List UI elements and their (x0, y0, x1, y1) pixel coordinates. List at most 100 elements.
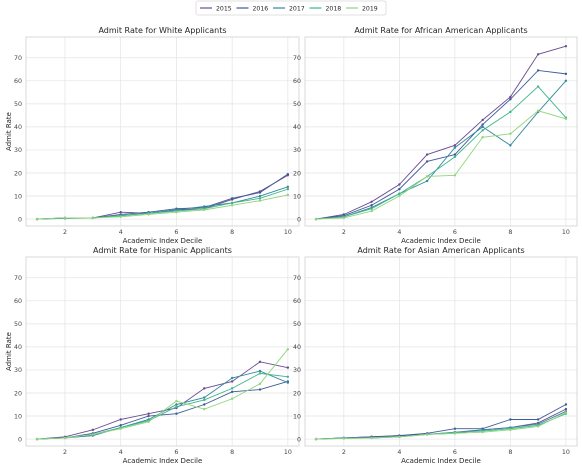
series-point-2015 (564, 407, 568, 411)
series-point-2019 (509, 428, 512, 432)
x-tick-label: 6 (174, 449, 178, 456)
y-tick-label: 30 (14, 367, 22, 374)
x-tick-label: 10 (284, 449, 292, 456)
series-point-2016 (481, 123, 484, 126)
y-tick-label: 0 (18, 436, 22, 443)
x-tick-label: 10 (562, 449, 570, 456)
series-point-2016 (230, 390, 234, 394)
panel-3: 0 10 20 30 40 50 60 70 2 4 6 8 10 Admit Rate for Hisp… (5, 246, 300, 465)
series-point-2019 (425, 433, 429, 436)
plot-frame (25, 256, 300, 447)
series-point-2019 (91, 216, 95, 220)
y-tick-label: 30 (14, 147, 22, 154)
series-point-2015 (286, 366, 290, 369)
series-point-2016 (564, 403, 568, 406)
y-tick-label: 30 (293, 147, 301, 154)
plot-area (26, 257, 299, 446)
y-tick-label: 40 (293, 124, 301, 131)
series-point-2018 (536, 85, 540, 88)
plot-area (305, 257, 577, 446)
series-point-2019 (258, 199, 262, 202)
series-point-2015 (230, 380, 234, 383)
series-point-2016 (119, 424, 122, 427)
series-point-2018 (230, 387, 234, 390)
series-point-2019 (564, 411, 568, 414)
series-point-2018 (175, 405, 178, 409)
series-point-2016 (258, 191, 262, 194)
series-point-2015 (91, 428, 95, 432)
series-point-2017 (286, 185, 290, 189)
series-point-2016 (425, 160, 429, 163)
x-tick-label: 4 (119, 229, 123, 236)
y-tick-label: 20 (14, 390, 22, 397)
legend-label-2015: 2015 (216, 6, 232, 13)
x-tick-label: 8 (230, 449, 234, 456)
y-tick-label: 70 (14, 275, 22, 282)
series-point-2019 (342, 216, 346, 220)
legend-box (195, 0, 387, 16)
y-tick-label: 20 (293, 390, 301, 397)
y-tick-label: 60 (293, 78, 301, 85)
y-axis-label: Admit Rate (5, 112, 13, 151)
y-tick-label: 0 (297, 436, 301, 443)
series-line-2019 (37, 194, 288, 220)
series-point-2019 (203, 407, 206, 411)
series-line-2018 (316, 85, 567, 220)
series-point-2016 (453, 427, 457, 430)
series-point-2015 (453, 144, 457, 147)
legend-label-2019: 2019 (362, 6, 378, 13)
series-point-2019 (91, 433, 95, 436)
series-point-2016 (258, 388, 262, 391)
series-line-2019 (316, 412, 567, 440)
series-line-2015 (316, 45, 567, 220)
series-point-2017 (286, 381, 290, 384)
series-point-2019 (425, 175, 429, 178)
series-point-2019 (230, 204, 234, 207)
series-point-2016 (536, 418, 540, 421)
series-point-2015 (481, 118, 484, 122)
series-point-2016 (509, 418, 512, 421)
x-tick-label: 6 (453, 449, 457, 456)
series-point-2018 (230, 201, 234, 205)
series-line-2017 (37, 370, 289, 440)
series-point-2015 (258, 360, 262, 364)
series-point-2019 (536, 425, 540, 428)
series-point-2019 (481, 136, 484, 139)
series-point-2017 (453, 146, 457, 149)
y-tick-label: 60 (14, 78, 22, 85)
series-point-2018 (258, 372, 262, 375)
x-axis-label: Academic Index Decile (401, 457, 481, 465)
series-point-2019 (509, 132, 512, 136)
series-point-2017 (258, 369, 262, 373)
panel-2: 0 10 20 30 40 50 60 70 2 4 6 8 10 Admit Rate for Afri… (293, 26, 578, 245)
y-tick-label: 60 (14, 298, 22, 305)
series-point-2016 (453, 153, 457, 156)
y-tick-label: 40 (14, 344, 22, 351)
series-point-2018 (453, 155, 457, 159)
panel-4: 0 10 20 30 40 50 60 70 2 4 6 8 10 Admit Rate for Asia… (293, 246, 578, 465)
series-point-2019 (342, 437, 346, 440)
y-tick-label: 60 (293, 298, 301, 305)
series-point-2018 (203, 398, 206, 402)
series-point-2018 (258, 197, 262, 200)
series-line-2017 (316, 80, 567, 220)
series-point-2019 (314, 217, 318, 221)
y-tick-label: 50 (14, 101, 22, 108)
series-point-2018 (398, 192, 401, 195)
series-point-2019 (35, 437, 39, 441)
series-point-2015 (536, 53, 540, 56)
plot-area (305, 37, 577, 226)
series-point-2015 (425, 153, 429, 156)
panel-title: Admit Rate for Asian American Applicants (357, 246, 524, 255)
series-point-2019 (147, 420, 150, 423)
x-tick-label: 6 (453, 229, 457, 236)
series-point-2018 (286, 187, 290, 191)
y-tick-label: 70 (14, 55, 22, 62)
x-tick-label: 6 (174, 229, 178, 236)
series-point-2019 (286, 193, 290, 197)
x-tick-label: 2 (342, 229, 346, 236)
series-line-2015 (37, 361, 288, 440)
series-point-2016 (536, 69, 540, 72)
series-point-2019 (119, 427, 122, 430)
